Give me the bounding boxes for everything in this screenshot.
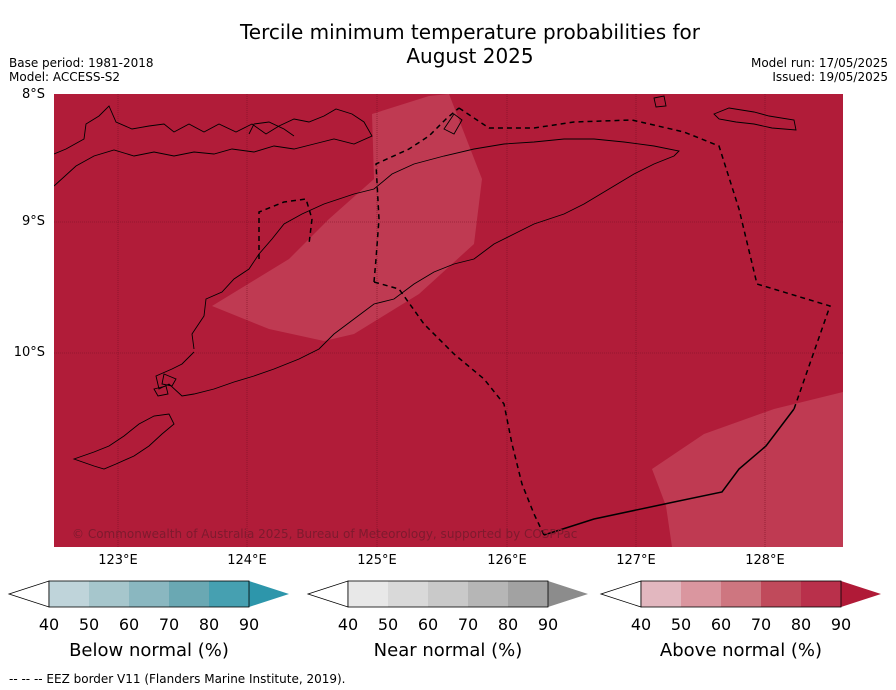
lat-label-8s: 8°S — [21, 87, 45, 102]
colorbar-below-bin-60-70 — [129, 581, 169, 607]
eez-legend-footer: -- -- -- EEZ border V11 (Flanders Marine… — [9, 672, 346, 686]
cb-below-tick-70: 70 — [158, 615, 180, 634]
cb-near-tick-50: 50 — [377, 615, 399, 634]
cb-above-tick-50: 50 — [670, 615, 692, 634]
cb-near-tick-40: 40 — [337, 615, 359, 634]
colorbar-near-bin-40-50 — [348, 581, 388, 607]
probability-map: © Commonwealth of Australia 2025, Bureau… — [54, 94, 843, 547]
colorbar-below — [7, 580, 289, 608]
issued-date: Issued: 19/05/2025 — [772, 70, 888, 84]
cb-below-tick-40: 40 — [38, 615, 60, 634]
colorbar-below-min-arrow — [7, 580, 50, 608]
colorbar-above-bin-70-80 — [761, 581, 801, 607]
cb-above-tick-40: 40 — [630, 615, 652, 634]
colorbar-above-min-arrow — [599, 580, 642, 608]
model-name: Model: ACCESS-S2 — [9, 70, 121, 84]
map-region-80-north — [212, 94, 482, 341]
graticule — [54, 94, 843, 547]
cb-above-tick-70: 70 — [750, 615, 772, 634]
colorbar-below-bin-80-90 — [209, 581, 249, 607]
eez-border — [258, 107, 831, 536]
coast-rote-semau — [72, 413, 175, 470]
cb-near-tick-90: 90 — [537, 615, 559, 634]
eez-dashed-oecusse — [258, 198, 313, 259]
meta-left: Base period: 1981-2018 Model: ACCESS-S2 — [9, 56, 154, 84]
coast-wetar-islands — [248, 95, 797, 137]
model-run: Model run: 17/05/2025 — [750, 56, 888, 70]
cb-above-tick-60: 60 — [710, 615, 732, 634]
colorbar-near — [306, 580, 588, 608]
colorbars — [7, 580, 881, 608]
colorbar-above — [599, 580, 881, 608]
copyright-text: © Commonwealth of Australia 2025, Bureau… — [72, 527, 577, 541]
colorbar-near-title: Near normal (%) — [373, 640, 523, 661]
colorbar-above-bin-80-90 — [801, 581, 841, 607]
base-period: Base period: 1981-2018 — [9, 56, 154, 70]
colorbar-below-bin-40-50 — [49, 581, 89, 607]
coast-flores-alor — [54, 105, 373, 187]
lon-label-128e: 128°E — [745, 553, 785, 568]
colorbar-below-title: Below normal (%) — [69, 640, 229, 661]
coast-timor — [155, 138, 680, 397]
title-line-2: August 2025 — [406, 44, 534, 68]
eez-dashed-north — [458, 107, 831, 410]
colorbar-above-title: Above normal (%) — [659, 640, 823, 661]
lat-label-10s: 10°S — [13, 345, 45, 360]
cb-below-tick-50: 50 — [78, 615, 100, 634]
colorbar-above-bin-60-70 — [721, 581, 761, 607]
lon-label-124e: 124°E — [227, 553, 267, 568]
colorbar-above-max-arrow — [841, 581, 881, 607]
cb-below-tick-60: 60 — [118, 615, 140, 634]
coast-small-islets — [153, 373, 177, 397]
colorbar-below-bin-70-80 — [169, 581, 209, 607]
colorbar-near-bin-50-60 — [388, 581, 428, 607]
coastlines — [54, 95, 797, 470]
colorbar-below-max-arrow — [249, 581, 289, 607]
meta-right: Model run: 17/05/2025 Issued: 19/05/2025 — [751, 56, 888, 84]
lon-label-123e: 123°E — [98, 553, 138, 568]
cb-above-tick-90: 90 — [830, 615, 852, 634]
cb-below-tick-90: 90 — [238, 615, 260, 634]
title-line-1: Tercile minimum temperature probabilitie… — [239, 20, 701, 44]
eez-dashed-south — [373, 281, 545, 536]
cb-near-tick-60: 60 — [417, 615, 439, 634]
colorbar-below-bin-50-60 — [89, 581, 129, 607]
lon-label-126e: 126°E — [487, 553, 527, 568]
cb-below-tick-80: 80 — [198, 615, 220, 634]
eez-solid-southeast — [543, 408, 795, 536]
colorbar-near-min-arrow — [306, 580, 349, 608]
lat-label-9s: 9°S — [21, 214, 45, 229]
colorbar-near-max-arrow — [548, 581, 588, 607]
lon-label-125e: 125°E — [357, 553, 397, 568]
colorbar-above-bin-40-50 — [641, 581, 681, 607]
cb-near-tick-80: 80 — [497, 615, 519, 634]
colorbar-near-bin-60-70 — [428, 581, 468, 607]
lon-label-127e: 127°E — [616, 553, 656, 568]
map-title: Tercile minimum temperature probabilitie… — [0, 20, 896, 68]
map-region-80-southeast — [652, 392, 843, 547]
eez-dashed-west — [373, 107, 460, 283]
colorbar-near-bin-70-80 — [468, 581, 508, 607]
cb-above-tick-80: 80 — [790, 615, 812, 634]
colorbar-above-bin-50-60 — [681, 581, 721, 607]
colorbar-near-bin-80-90 — [508, 581, 548, 607]
cb-near-tick-70: 70 — [457, 615, 479, 634]
